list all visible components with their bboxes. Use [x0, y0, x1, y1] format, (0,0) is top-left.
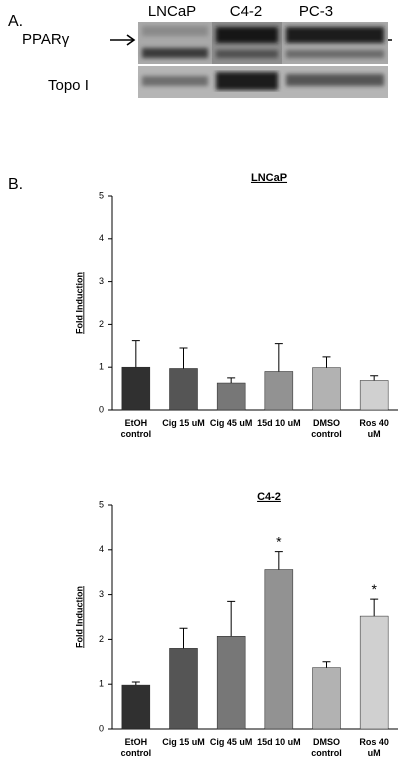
error-bar	[274, 551, 283, 570]
bar	[312, 367, 341, 411]
x-tick-label: DMSO control	[311, 737, 342, 758]
chart-title: LNCaP	[251, 172, 287, 184]
bar	[264, 569, 294, 730]
y-tick-label: 4	[99, 233, 104, 243]
x-tick-label: EtOH control	[120, 737, 152, 758]
x-tick-label: 15d 10 uM	[257, 737, 301, 747]
band-label: PPARγ	[22, 31, 70, 48]
x-tick-label: Cig 45 uM	[209, 418, 253, 428]
error-bar	[227, 377, 236, 384]
x-tick-label: Cig 45 uM	[209, 737, 253, 747]
error-bar	[370, 598, 379, 617]
bar	[121, 366, 151, 411]
y-tick-label: 1	[99, 362, 104, 372]
bar	[169, 648, 198, 730]
band-label: Topo I	[48, 77, 89, 94]
bar	[359, 380, 389, 411]
lane-label: C4-2	[230, 3, 263, 20]
y-tick-label: 4	[99, 544, 104, 554]
y-tick-label: 0	[99, 404, 104, 414]
bar	[216, 382, 246, 411]
significance-marker: *	[371, 581, 377, 597]
error-bar	[322, 661, 331, 668]
bar	[216, 636, 246, 730]
x-tick-label: Ros 40 uM	[359, 418, 389, 439]
y-tick-label: 5	[99, 499, 104, 509]
x-tick-label: Ros 40 uM	[359, 737, 389, 758]
error-bar	[227, 600, 236, 637]
x-tick-label: DMSO control	[311, 418, 342, 439]
western-blot	[138, 22, 388, 98]
chart-title: C4-2	[257, 491, 281, 503]
y-tick-label: 3	[99, 276, 104, 286]
error-bar	[179, 347, 188, 369]
x-tick-label: 15d 10 uM	[257, 418, 301, 428]
y-tick-label: 0	[99, 723, 104, 733]
bar	[264, 371, 294, 411]
y-axis-label: Fold Induction	[74, 272, 84, 334]
y-tick-label: 5	[99, 190, 104, 200]
y-tick-label: 1	[99, 679, 104, 689]
error-bar	[179, 627, 188, 649]
bar	[121, 684, 151, 730]
x-tick-label: Cig 15 uM	[162, 737, 205, 747]
significance-marker: *	[276, 533, 282, 549]
lane-label: LNCaP	[148, 3, 196, 20]
x-tick-label: EtOH control	[120, 418, 152, 439]
x-tick-label: Cig 15 uM	[162, 418, 205, 428]
panel-label: A.	[8, 13, 23, 30]
bar	[169, 368, 198, 411]
error-bar	[370, 375, 379, 381]
y-tick-label: 2	[99, 634, 104, 644]
y-tick-label: 2	[99, 319, 104, 329]
bar	[312, 667, 341, 730]
error-bar	[322, 356, 331, 368]
y-tick-label: 3	[99, 589, 104, 599]
lane-label: PC-3	[299, 3, 333, 20]
panel-label: B.	[8, 176, 23, 193]
error-bar	[131, 340, 140, 368]
error-bar	[131, 681, 140, 686]
error-bar	[274, 343, 283, 372]
bar	[359, 615, 389, 730]
y-axis-label: Fold Induction	[74, 586, 84, 648]
